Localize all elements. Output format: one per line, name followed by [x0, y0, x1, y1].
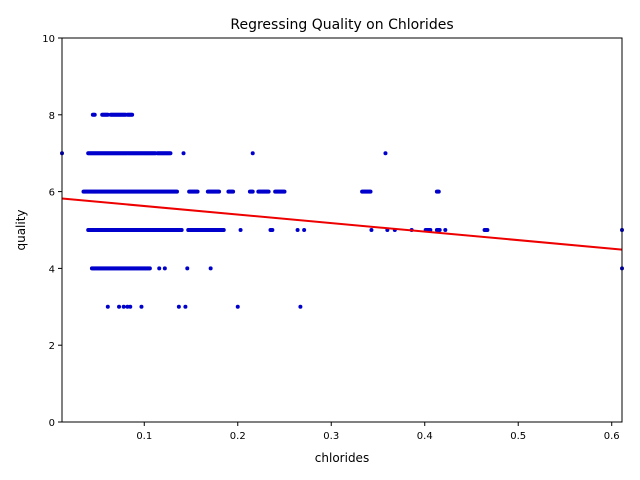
data-point — [183, 304, 188, 309]
data-point — [368, 189, 373, 194]
data-point — [105, 304, 110, 309]
x-tick-label: 0.1 — [136, 431, 152, 442]
data-point — [231, 189, 236, 194]
data-point — [369, 228, 374, 232]
data-point — [217, 189, 222, 194]
data-point — [162, 266, 167, 271]
x-tick-label: 0.4 — [417, 431, 433, 442]
y-tick-label: 4 — [49, 264, 55, 275]
data-point — [383, 151, 388, 156]
x-axis-label: chlorides — [315, 451, 369, 465]
x-tick-label: 0.3 — [323, 431, 339, 442]
x-tick-label: 0.5 — [510, 431, 526, 442]
data-point — [195, 189, 200, 194]
data-point — [117, 304, 122, 309]
data-point — [221, 228, 226, 232]
data-point — [295, 228, 300, 232]
y-tick-label: 8 — [49, 111, 55, 122]
data-point — [179, 228, 184, 232]
x-tick-label: 0.2 — [230, 431, 246, 442]
data-point — [92, 112, 97, 117]
data-point — [128, 304, 133, 309]
data-point — [282, 189, 287, 194]
points-layer — [60, 112, 624, 309]
data-point — [270, 228, 275, 232]
y-tick-label: 10 — [42, 34, 55, 45]
data-point — [485, 228, 490, 232]
data-point — [436, 189, 441, 194]
data-point — [298, 304, 303, 309]
data-point — [302, 228, 307, 232]
data-point — [250, 151, 255, 156]
data-point — [174, 189, 179, 194]
data-point — [428, 228, 433, 232]
data-point — [266, 189, 271, 194]
data-point — [181, 151, 186, 156]
data-point — [121, 304, 126, 309]
y-axis-label: quality — [14, 209, 28, 250]
x-tick-label: 0.6 — [604, 431, 620, 442]
data-point — [176, 304, 181, 309]
data-point — [139, 304, 144, 309]
ticks-layer: 0.1 0.2 0.3 0.4 0.5 0.6 0 2 4 6 8 10 — [42, 34, 619, 442]
y-tick-label: 6 — [49, 188, 55, 199]
data-point — [235, 304, 240, 309]
chart-title: Regressing Quality on Chlorides — [230, 17, 453, 33]
data-point — [168, 151, 173, 156]
data-point — [208, 266, 213, 271]
data-point — [238, 228, 243, 232]
data-point — [130, 112, 135, 117]
regression-line-layer — [61, 197, 623, 251]
data-point — [157, 266, 162, 271]
y-tick-label: 2 — [49, 341, 55, 352]
data-point — [443, 228, 448, 232]
data-point — [147, 266, 152, 271]
plot-frame — [61, 37, 623, 423]
data-point — [250, 189, 255, 194]
regression-line — [61, 197, 623, 251]
data-point — [125, 304, 130, 309]
data-point — [105, 112, 110, 117]
data-point — [185, 266, 190, 271]
y-tick-label: 0 — [49, 418, 55, 429]
data-point — [437, 228, 442, 232]
